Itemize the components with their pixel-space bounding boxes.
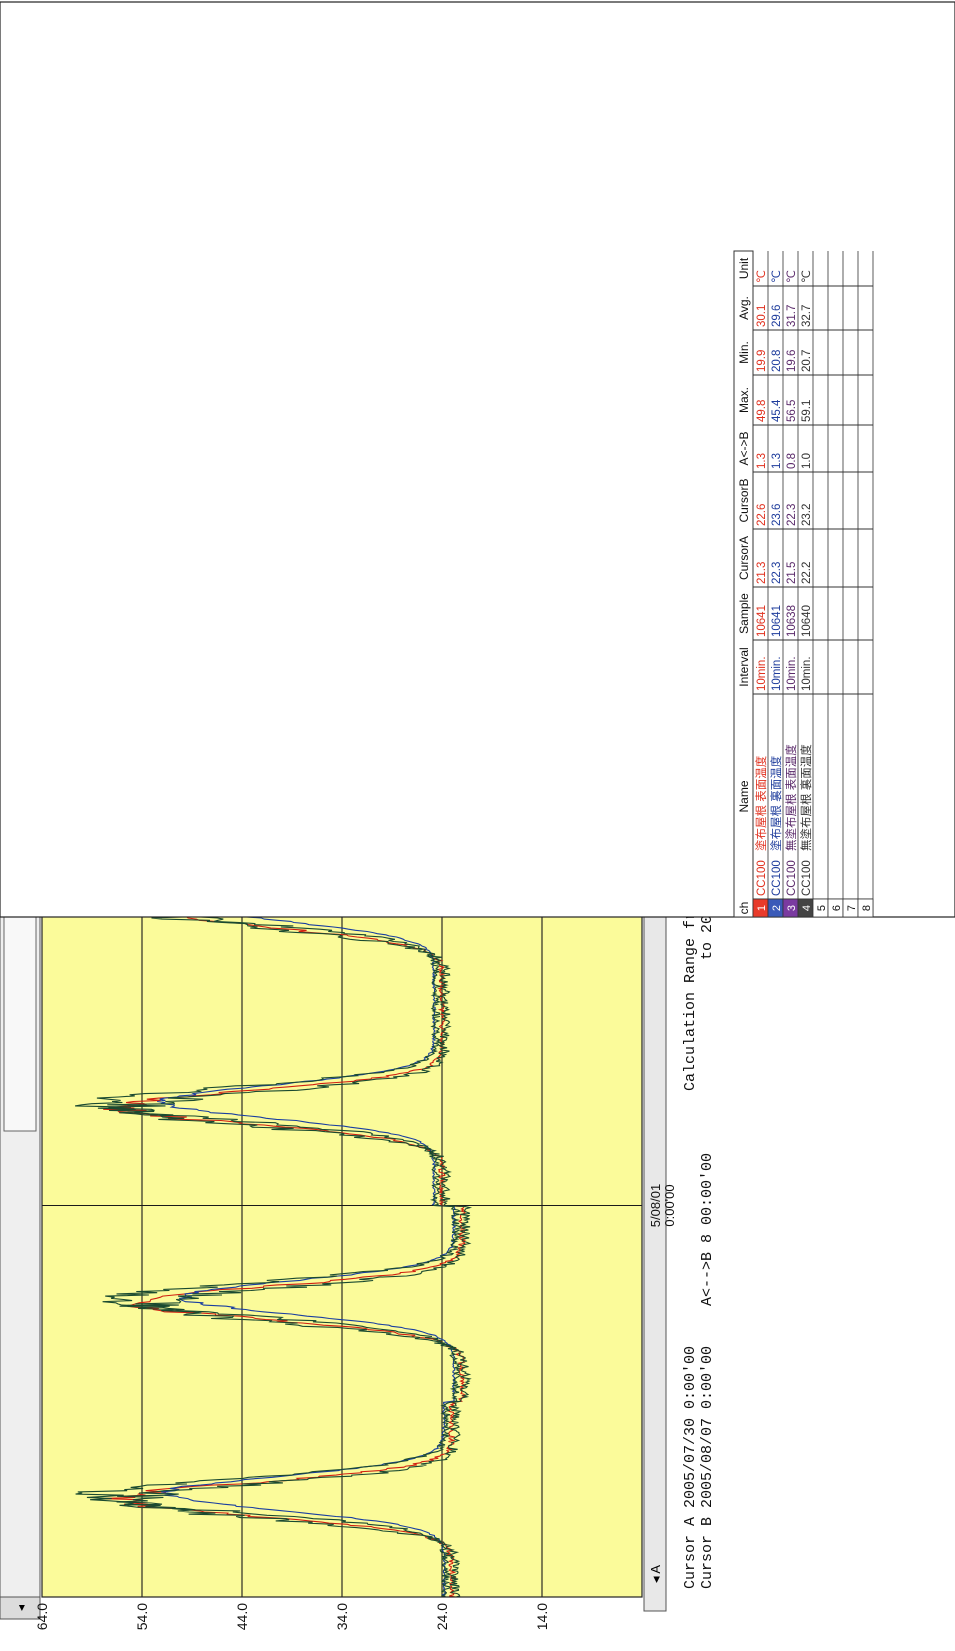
table-cell-avg: 29.6 [771, 305, 783, 327]
table-name: 塗布屋根 表面温度 [754, 755, 768, 851]
cursor-a-text: Cursor A 2005/07/30 0:00'00 [682, 1346, 699, 1589]
y-tick-label: 24.0 [434, 1603, 450, 1630]
table-cell-sample: 10641 [771, 605, 783, 637]
table-cell-ab: 1.0 [801, 453, 813, 469]
table-cell-interval: 10min. [801, 656, 813, 691]
scroll-left-arrow-icon: ◂ [14, 1605, 28, 1611]
table-ch: 5 [816, 905, 828, 911]
x-tick-time: 0:00'00 [662, 1184, 677, 1226]
cursor-b-text: Cursor B 2005/08/07 0:00'00 [699, 1346, 716, 1589]
table-header-max: Max. [737, 387, 751, 413]
table-cell-cursor_a: 22.3 [771, 562, 783, 584]
y-tick-label: 64.0 [34, 1603, 50, 1630]
table-ch-swatch[interactable] [857, 898, 874, 918]
table-cell-cursor_b: 23.6 [771, 504, 783, 526]
y-axis: 64.0 54.0 44.0 34.0 24.0 14.0 [34, 1603, 550, 1630]
table-name: 無塗布屋根 裏面温度 [799, 744, 813, 851]
table-cell-cursor_b: 22.3 [786, 504, 798, 526]
table-cell-max: 56.5 [786, 400, 798, 422]
table-ch: 7 [846, 905, 858, 911]
table-header-interval: Interval [737, 647, 751, 686]
table-ch: 6 [831, 905, 843, 911]
cursor-a-marker[interactable]: ◂ A [648, 1565, 663, 1583]
table-header-cursor_a: CursorA [737, 536, 751, 580]
table-cell-max: 45.4 [771, 399, 783, 422]
table-ch: 8 [861, 905, 873, 911]
table-cell-min: 19.6 [786, 350, 798, 372]
table-frame [0, 1, 955, 918]
table-header-avg: Avg. [737, 296, 751, 320]
table-cell-cursor_a: 21.5 [786, 562, 798, 584]
table-header-ch: ch [737, 902, 751, 915]
y-tick-label: 14.0 [534, 1603, 550, 1630]
table-cell-sample: 10638 [786, 605, 798, 637]
table-ch: 1 [756, 905, 768, 911]
table-header-name: Name [737, 780, 751, 812]
table-header-cursor_b: CursorB [737, 478, 751, 522]
table-model: CC100 [801, 860, 813, 896]
table-cell-unit: ℃ [771, 270, 783, 283]
channel-table: ch Name Interval Sample CursorA CursorB A<->B M… [0, 1, 955, 918]
table-model: CC100 [771, 860, 783, 896]
table-cell-min: 20.8 [771, 350, 783, 372]
table-header-sample: Sample [737, 593, 751, 634]
table-name: 塗布屋根 裏面温度 [769, 755, 783, 851]
table-cell-avg: 32.7 [801, 305, 813, 327]
table-cell-interval: 10min. [756, 656, 768, 691]
table-ch: 3 [786, 905, 798, 911]
scroll-left-button[interactable] [0, 1596, 41, 1620]
table-header-min: Min. [737, 341, 751, 364]
table-ch: 4 [801, 905, 813, 911]
table-cell-cursor_b: 23.2 [801, 504, 813, 526]
table-cell-unit: ℃ [801, 270, 813, 283]
table-cell-min: 20.7 [801, 350, 813, 372]
table-model: CC100 [786, 860, 798, 896]
x-tick-date: 5/08/01 [648, 1184, 663, 1227]
y-tick-label: 34.0 [334, 1603, 350, 1630]
table-cell-interval: 10min. [771, 656, 783, 691]
y-tick-label: 44.0 [234, 1603, 250, 1630]
table-cell-cursor_a: 22.2 [801, 562, 813, 584]
table-name: 無塗布屋根 表面温度 [784, 744, 798, 851]
table-cell-ab: 0.8 [786, 453, 798, 469]
table-cell-unit: ℃ [786, 270, 798, 283]
table-cell-cursor_b: 22.6 [756, 504, 768, 526]
table-header-unit: Unit [737, 257, 751, 279]
table-header-ab: A<->B [737, 431, 751, 465]
table-cell-unit: ℃ [756, 270, 768, 283]
table-cell-ab: 1.3 [756, 453, 768, 469]
table-cell-max: 49.8 [756, 400, 768, 422]
table-cell-avg: 31.7 [786, 305, 798, 327]
table-model: CC100 [756, 860, 768, 896]
table-cell-ab: 1.3 [771, 453, 783, 469]
a-b-interval-text: A<-->B 8 00:00'00 [699, 1153, 716, 1306]
table-ch: 2 [771, 905, 783, 911]
table-cell-sample: 10640 [801, 605, 813, 637]
table-cell-sample: 10641 [756, 605, 768, 637]
table-cell-avg: 30.1 [756, 305, 768, 327]
y-tick-label: 54.0 [134, 1603, 150, 1630]
table-cell-max: 59.1 [801, 400, 813, 422]
table-cell-min: 19.9 [756, 350, 768, 372]
table-cell-cursor_a: 21.3 [756, 562, 768, 584]
table-cell-interval: 10min. [786, 656, 798, 691]
